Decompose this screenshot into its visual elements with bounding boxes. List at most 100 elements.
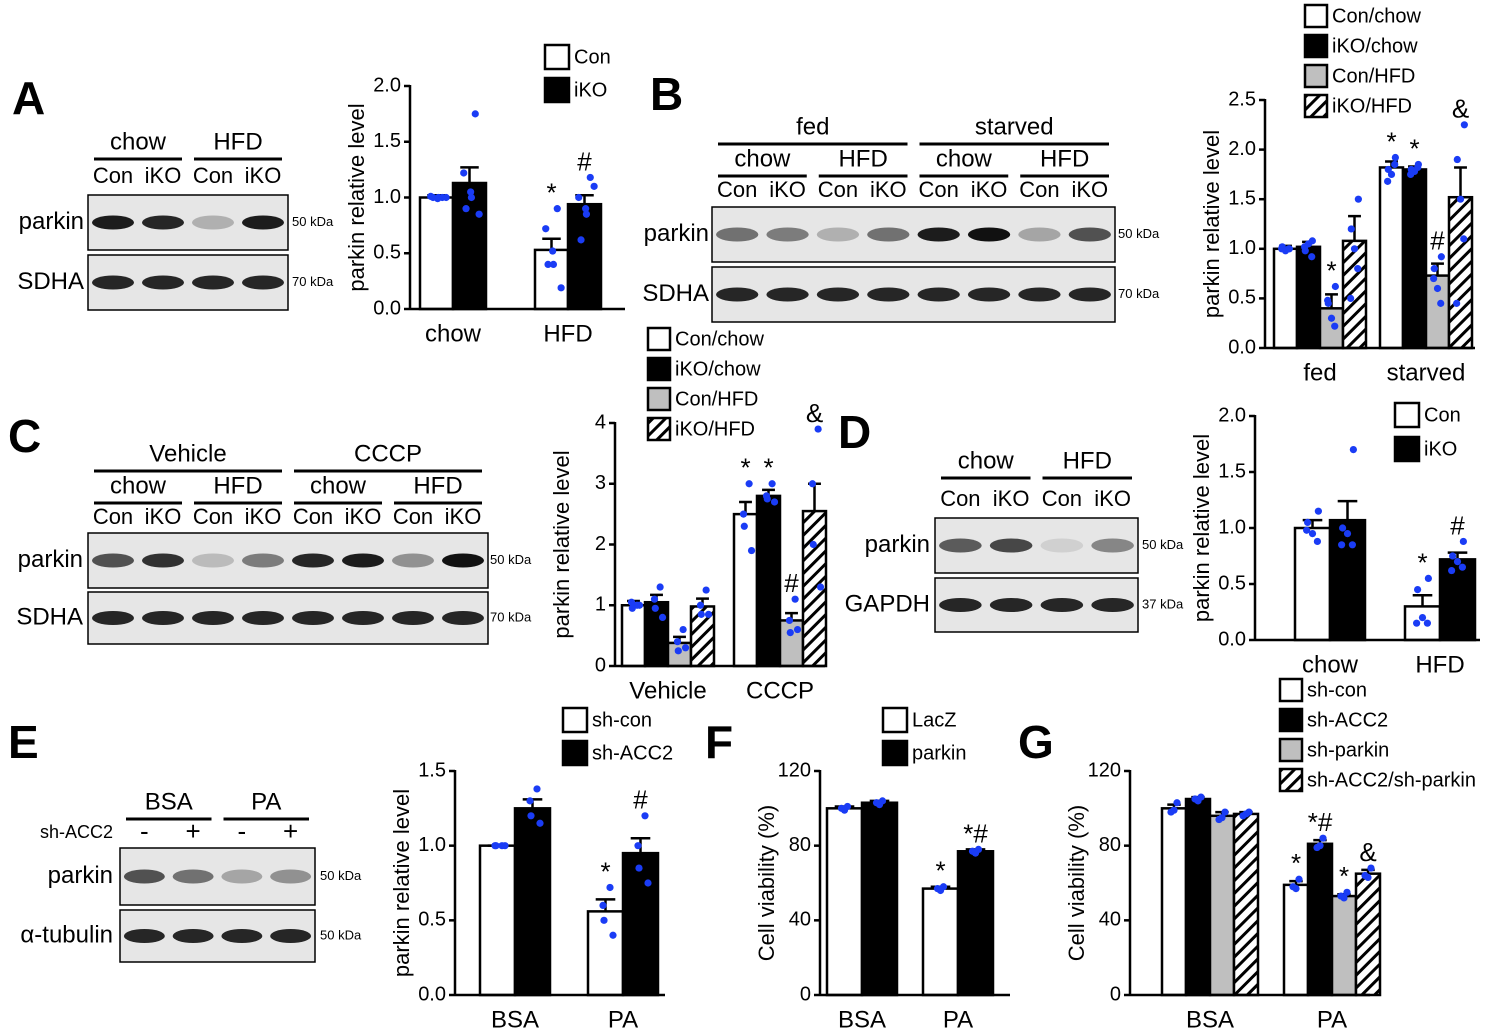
legend-label: iKO/chow	[675, 358, 761, 380]
y-tick-label: 1.0	[1218, 516, 1246, 538]
blot-row-label: GAPDH	[845, 590, 930, 617]
data-point	[1348, 541, 1356, 549]
significance-marker: *	[1417, 547, 1427, 577]
legend-label: LacZ	[912, 709, 956, 731]
blot-subgroup: HFD	[838, 145, 887, 172]
data-point	[533, 785, 541, 793]
blot-group: Vehicle	[149, 440, 226, 467]
blot-band	[1018, 287, 1061, 302]
y-tick-label: 0	[595, 654, 606, 676]
data-point	[582, 210, 591, 218]
data-point	[1453, 155, 1461, 164]
data-point	[1167, 808, 1175, 816]
y-tick-label: 1.5	[373, 130, 401, 152]
blot-lane-label: -	[140, 816, 149, 846]
legend-label: iKO	[1424, 438, 1457, 460]
blot-band	[192, 215, 234, 230]
data-point	[1319, 834, 1327, 842]
blot-subgroup: HFD	[213, 472, 262, 499]
blot-group: PA	[251, 788, 281, 815]
blot-lane-label: Con	[940, 486, 980, 511]
legend-swatch	[1303, 93, 1329, 119]
legend-swatch	[1303, 33, 1329, 59]
blot-band	[242, 275, 284, 290]
data-point	[1449, 552, 1457, 560]
blot-band	[242, 215, 284, 230]
legend-swatch	[1393, 401, 1421, 429]
data-point	[434, 193, 443, 202]
bar	[1208, 814, 1236, 997]
significance-marker: #	[577, 146, 592, 176]
y-tick-label: 1.5	[418, 759, 446, 781]
data-point	[786, 628, 794, 637]
y-tick-label: 2.0	[1218, 404, 1246, 426]
blot-size: 50 kDa	[1118, 226, 1160, 241]
y-tick-label: 120	[1088, 759, 1121, 781]
y-tick-label: 0.0	[1228, 336, 1256, 358]
panel-letter: F	[705, 716, 733, 768]
panel-letter: B	[650, 68, 683, 120]
data-point	[549, 247, 557, 255]
data-point	[651, 604, 659, 612]
bar	[732, 512, 759, 668]
blot-band	[292, 553, 334, 568]
x-tick-label: CCCP	[746, 677, 814, 704]
blot-size: 37 kDa	[1142, 596, 1184, 611]
significance-marker: *	[1291, 848, 1301, 878]
blot-band	[242, 611, 284, 625]
panel-letter: C	[8, 410, 41, 462]
data-point	[501, 842, 509, 850]
data-point	[590, 182, 598, 190]
data-point	[1327, 314, 1336, 322]
data-point	[492, 842, 500, 850]
blot-band	[917, 287, 960, 302]
bar	[1328, 518, 1367, 642]
blot-subgroup: chow	[936, 145, 993, 172]
y-axis-label: Cell viability (%)	[754, 805, 779, 961]
blot-band	[1068, 227, 1111, 242]
bar	[1401, 168, 1428, 350]
data-point	[747, 546, 756, 555]
significance-marker: *	[1409, 133, 1419, 163]
x-tick-label: BSA	[1186, 1006, 1234, 1028]
blot-lane-label: -	[238, 816, 247, 846]
data-point	[809, 540, 817, 549]
x-tick-label: PA	[1317, 1006, 1347, 1028]
data-point	[1301, 243, 1309, 251]
blot-row-label: SDHA	[16, 603, 83, 630]
data-point	[770, 498, 779, 506]
blot-band	[142, 275, 184, 290]
y-tick-label: 80	[789, 834, 811, 856]
blot-size: 50 kDa	[1142, 537, 1184, 552]
legend-label: sh-ACC2	[1307, 709, 1388, 731]
blot-band	[1068, 287, 1111, 302]
legend-swatch	[881, 739, 909, 767]
data-point	[697, 610, 705, 618]
blot-size: 70 kDa	[490, 609, 532, 624]
panel-letter: A	[12, 72, 45, 124]
data-point	[837, 804, 846, 812]
data-point	[475, 210, 483, 218]
blot-lane-label: iKO	[245, 504, 282, 529]
bar	[1306, 842, 1334, 997]
y-tick-label: 1.5	[1218, 460, 1246, 482]
legend-label: sh-parkin	[1307, 739, 1389, 761]
panel-letter: G	[1018, 716, 1054, 768]
blot-size: 50 kDa	[490, 552, 532, 567]
bar	[566, 202, 603, 311]
data-point	[745, 480, 753, 488]
data-point	[557, 284, 565, 292]
bar	[1438, 558, 1477, 642]
data-point	[1338, 541, 1346, 549]
bar	[860, 801, 899, 997]
error-bar	[808, 482, 821, 512]
bar	[621, 851, 660, 997]
blot-band	[967, 287, 1011, 302]
data-point	[1456, 195, 1465, 203]
blot-lane-label: iKO	[445, 504, 482, 529]
data-point	[1448, 566, 1456, 575]
data-point	[1173, 799, 1181, 807]
legend-swatch	[543, 76, 571, 104]
data-point	[814, 425, 822, 433]
data-point	[1308, 530, 1317, 538]
